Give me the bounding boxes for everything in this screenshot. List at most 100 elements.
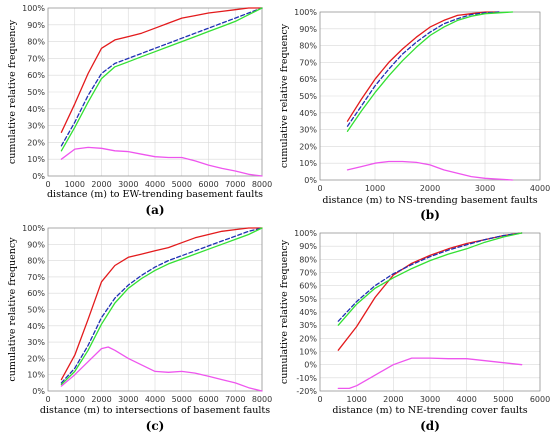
x-tick-label: 4000 bbox=[456, 395, 476, 404]
chart-panel-b: 0% 10% 20% 30% 40% 50% 60% 70% 80% 90% 100% 0 1000 20… bbox=[279, 8, 550, 222]
plot-frame bbox=[319, 11, 541, 181]
series-line-green bbox=[60, 227, 263, 386]
y-tick-label: -10% bbox=[296, 374, 317, 383]
y-tick-label: 10% bbox=[299, 348, 317, 357]
series-line-blue bbox=[346, 11, 500, 127]
x-tick-label: 7000 bbox=[225, 180, 245, 189]
x-tick-label: 8000 bbox=[252, 395, 272, 404]
x-tick-label: 0 bbox=[45, 180, 50, 189]
series-line-blue bbox=[337, 232, 523, 322]
series-line-magenta bbox=[346, 160, 514, 181]
x-tick-label: 2000 bbox=[91, 395, 111, 404]
panel-label: (b) bbox=[420, 208, 440, 222]
y-tick-label: 70% bbox=[299, 58, 317, 67]
x-tick-label: 3000 bbox=[475, 184, 495, 193]
series-line-red bbox=[60, 227, 263, 381]
y-tick-label: 60% bbox=[27, 289, 45, 298]
series-line-green bbox=[346, 11, 514, 132]
y-tick-label: 80% bbox=[27, 38, 45, 47]
plot-frame bbox=[47, 227, 263, 392]
series-line-blue bbox=[60, 7, 263, 147]
y-tick-label: 0% bbox=[304, 176, 317, 185]
x-tick-label: 1000 bbox=[365, 184, 385, 193]
x-tick-label: 5000 bbox=[172, 395, 192, 404]
panel-label: (a) bbox=[145, 203, 164, 217]
y-tick-label: 50% bbox=[299, 92, 317, 101]
x-tick-label: 2000 bbox=[420, 184, 440, 193]
y-tick-label: 0% bbox=[304, 361, 317, 370]
series-line-green bbox=[60, 7, 263, 152]
y-axis-label: cumulative relative frequency bbox=[7, 237, 18, 382]
x-axis-label: distance (m) to intersections of basemen… bbox=[40, 405, 270, 416]
y-tick-label: 100% bbox=[294, 8, 317, 17]
x-tick-label: 0 bbox=[45, 395, 50, 404]
y-tick-label: 90% bbox=[27, 240, 45, 249]
y-tick-label: 40% bbox=[299, 109, 317, 118]
x-tick-label: 5000 bbox=[493, 395, 513, 404]
y-tick-label: 60% bbox=[299, 75, 317, 84]
series-line-red bbox=[60, 7, 263, 133]
x-tick-label: 4000 bbox=[530, 184, 550, 193]
x-tick-label: 0 bbox=[317, 395, 322, 404]
x-tick-label: 6000 bbox=[198, 395, 218, 404]
y-tick-label: 30% bbox=[299, 126, 317, 135]
y-tick-label: 10% bbox=[27, 155, 45, 164]
series-line-red bbox=[346, 11, 500, 122]
x-tick-label: 3000 bbox=[118, 395, 138, 404]
y-tick-label: 0% bbox=[32, 387, 45, 396]
x-axis-label: distance (m) to NE-trending cover faults bbox=[332, 405, 527, 416]
y-axis-label: cumulative relative frequency bbox=[279, 239, 290, 384]
y-tick-label: 70% bbox=[27, 54, 45, 63]
series-line-magenta bbox=[60, 346, 263, 392]
x-tick-label: 2000 bbox=[91, 180, 111, 189]
y-tick-label: 90% bbox=[299, 25, 317, 34]
y-axis-label: cumulative relative frequency bbox=[7, 19, 18, 164]
y-tick-label: 60% bbox=[299, 282, 317, 291]
y-tick-label: 80% bbox=[299, 42, 317, 51]
y-tick-label: 40% bbox=[299, 308, 317, 317]
x-tick-label: 8000 bbox=[252, 180, 272, 189]
x-tick-label: 1000 bbox=[65, 180, 85, 189]
y-tick-label: 20% bbox=[299, 142, 317, 151]
series-line-blue bbox=[60, 227, 263, 384]
y-tick-label: -20% bbox=[296, 387, 317, 396]
y-tick-label: 90% bbox=[27, 21, 45, 30]
x-tick-label: 3000 bbox=[118, 180, 138, 189]
y-tick-label: 50% bbox=[27, 306, 45, 315]
chart-panel-d: -20% -10% 0% 10% 20% 30% 40% 50% 60% 70% 80% 90% 100… bbox=[279, 229, 550, 433]
y-tick-label: 80% bbox=[299, 255, 317, 264]
plot-frame bbox=[319, 232, 541, 392]
x-axis-label: distance (m) to NS-trending basement fau… bbox=[322, 195, 537, 206]
x-tick-label: 6000 bbox=[530, 395, 550, 404]
y-tick-label: 60% bbox=[27, 71, 45, 80]
x-tick-label: 1000 bbox=[346, 395, 366, 404]
series-line-magenta bbox=[60, 146, 263, 177]
y-tick-label: 100% bbox=[294, 229, 317, 238]
series-line-magenta bbox=[337, 357, 523, 390]
y-tick-label: 100% bbox=[22, 224, 45, 233]
y-tick-label: 30% bbox=[27, 122, 45, 131]
y-tick-label: 30% bbox=[299, 321, 317, 330]
y-tick-label: 50% bbox=[27, 88, 45, 97]
x-tick-label: 7000 bbox=[225, 395, 245, 404]
x-tick-label: 1000 bbox=[65, 395, 85, 404]
chart-panel-c: 0% 10% 20% 30% 40% 50% 60% 70% 80% 90% 100% 0 1000 20… bbox=[7, 224, 272, 433]
x-tick-label: 0 bbox=[317, 184, 322, 193]
series-line-green bbox=[337, 232, 523, 326]
panel-label: (d) bbox=[420, 419, 440, 433]
chart-panel-a: 0% 10% 20% 30% 40% 50% 60% 70% 80% 90% 100% 0 1000 20… bbox=[7, 4, 272, 217]
y-tick-label: 90% bbox=[299, 242, 317, 251]
y-tick-label: 80% bbox=[27, 257, 45, 266]
y-tick-label: 10% bbox=[27, 371, 45, 380]
y-tick-label: 70% bbox=[27, 273, 45, 282]
plot-frame bbox=[47, 7, 263, 177]
y-tick-label: 20% bbox=[299, 334, 317, 343]
x-tick-label: 4000 bbox=[145, 180, 165, 189]
y-tick-label: 70% bbox=[299, 269, 317, 278]
y-tick-label: 0% bbox=[32, 172, 45, 181]
y-tick-label: 40% bbox=[27, 322, 45, 331]
y-tick-label: 20% bbox=[27, 354, 45, 363]
x-tick-label: 3000 bbox=[420, 395, 440, 404]
y-tick-label: 100% bbox=[22, 4, 45, 13]
